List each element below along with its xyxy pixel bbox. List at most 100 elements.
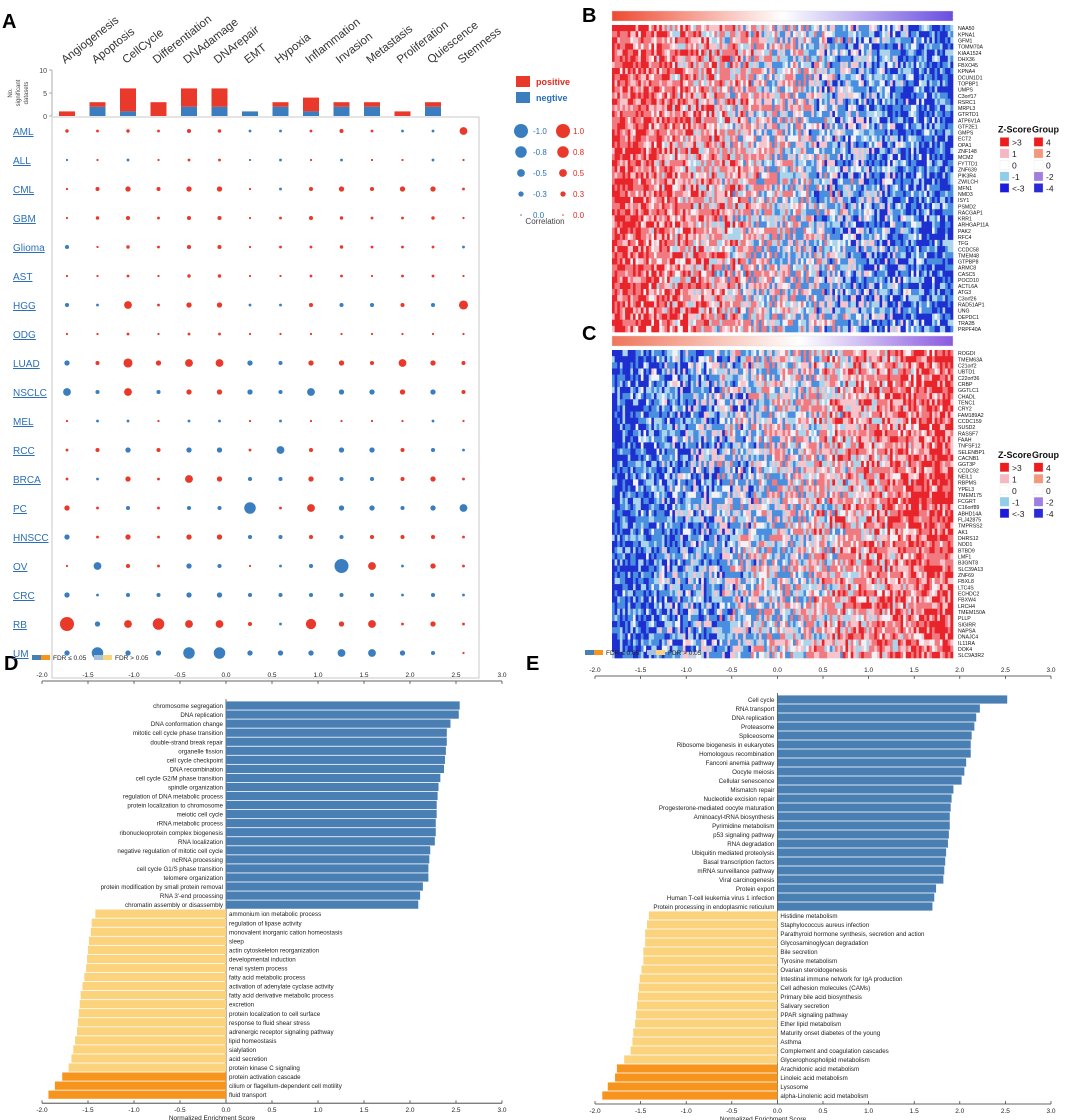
heatmap-cell [698, 258, 702, 265]
correlation-dot [248, 448, 252, 452]
heatmap-cell [848, 190, 851, 198]
heatmap-cell [706, 246, 710, 253]
heatmap-cell [832, 325, 836, 333]
heatmap-cell [612, 246, 615, 253]
heatmap-cell [821, 117, 825, 124]
heatmap-cell [761, 227, 765, 235]
heatmap-cell [808, 196, 812, 204]
heatmap-cell [646, 184, 650, 192]
heatmap-cell [792, 203, 796, 210]
heatmap-cell [685, 295, 689, 302]
heatmap-cell [819, 233, 823, 241]
heatmap-cell [612, 264, 615, 271]
heatmap-cell [635, 196, 639, 204]
heatmap-cell [811, 325, 815, 333]
heatmap-cell [787, 301, 791, 308]
heatmap-cell [685, 196, 689, 204]
heatmap-cell [625, 166, 629, 173]
heatmap-cell [795, 74, 799, 81]
heatmap-cell [667, 319, 670, 327]
heatmap-cell [764, 289, 768, 296]
heatmap-cell [732, 301, 736, 308]
heatmap-cell [661, 246, 665, 253]
heatmap-cell [779, 123, 783, 130]
heatmap-cell [653, 319, 657, 327]
heatmap-cell [753, 49, 757, 56]
heatmap-cell [766, 110, 770, 118]
heatmap-cell [827, 325, 831, 333]
heatmap-cell [695, 215, 699, 222]
heatmap-cell [612, 166, 615, 173]
heatmap-cell [664, 110, 668, 118]
heatmap-cell [669, 215, 673, 222]
heatmap-cell [758, 153, 762, 161]
heatmap-cell [619, 289, 623, 296]
heatmap-cell [719, 55, 723, 63]
heatmap-cell [751, 307, 754, 314]
heatmap-cell [622, 184, 626, 192]
heatmap-cell [648, 301, 652, 308]
heatmap-cell [730, 270, 733, 278]
heatmap-cell [740, 110, 744, 118]
heatmap-cell [792, 129, 796, 136]
heatmap-cell [719, 295, 723, 302]
heatmap-cell [842, 135, 846, 142]
heatmap-cell [664, 203, 668, 210]
heatmap-cell [842, 313, 846, 321]
heatmap-cell [808, 160, 812, 167]
heatmap-cell [787, 196, 791, 204]
heatmap-cell [764, 55, 768, 63]
panel-b-heatmap: NAA50KPNA1GFM1TOMM70AKIAA1524DHX36FBXO45… [611, 10, 1059, 333]
heatmap-cell [774, 246, 778, 253]
correlation-dot [309, 129, 313, 133]
heatmap-cell [732, 147, 736, 155]
heatmap-cell [661, 49, 665, 56]
bar-negative [425, 106, 441, 116]
heatmap-cell [840, 264, 844, 271]
heatmap-cell [635, 313, 639, 321]
heatmap-cell [777, 110, 781, 118]
heatmap-cell [769, 80, 773, 87]
heatmap-cell [716, 233, 720, 241]
heatmap-cell [845, 129, 849, 136]
heatmap-cell [842, 233, 846, 241]
heatmap-cell [630, 43, 634, 50]
heatmap-cell [617, 86, 621, 93]
heatmap-cell [848, 307, 851, 314]
correlation-dot [308, 215, 314, 221]
heatmap-cell [829, 190, 833, 198]
heatmap-cell [756, 227, 760, 235]
heatmap-cell [756, 203, 760, 210]
heatmap-cell [774, 172, 778, 179]
heatmap-cell [772, 25, 775, 32]
heatmap-cell [706, 104, 710, 112]
heatmap-cell [646, 307, 650, 314]
heatmap-cell [758, 67, 762, 75]
heatmap-cell [832, 233, 836, 241]
legend-positive-value: 0.3 [573, 190, 585, 199]
heatmap-cell [659, 49, 663, 56]
heatmap-cell [706, 319, 710, 327]
heatmap-cell [701, 258, 705, 265]
heatmap-cell [680, 258, 684, 265]
heatmap-cell [724, 123, 728, 130]
heatmap-cell [795, 37, 799, 44]
heatmap-cell [716, 49, 720, 56]
heatmap-cell [816, 209, 820, 216]
heatmap-cell [827, 295, 831, 302]
heatmap-cell [837, 264, 841, 271]
heatmap-cell [848, 295, 851, 302]
heatmap-cell [827, 86, 831, 93]
heatmap-cell [827, 55, 831, 63]
heatmap-cell [724, 129, 728, 136]
heatmap-cell [661, 153, 665, 161]
heatmap-cell [766, 74, 770, 81]
heatmap-cell [667, 98, 670, 106]
heatmap-cell [840, 295, 844, 302]
heatmap-cell [829, 153, 833, 161]
heatmap-cell [787, 129, 791, 136]
heatmap-cell [745, 215, 749, 222]
heatmap-cell [824, 301, 828, 308]
cancer-row-label: ODG [13, 330, 36, 341]
heatmap-cell [798, 31, 802, 38]
